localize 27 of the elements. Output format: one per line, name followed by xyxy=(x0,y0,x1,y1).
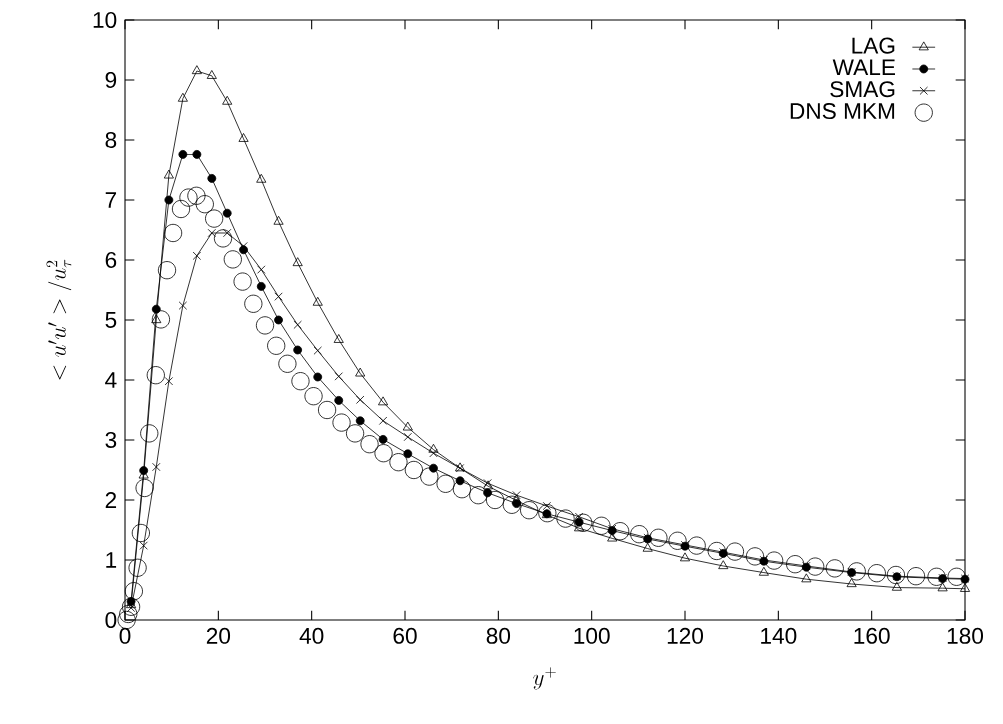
x-tick-label: 100 xyxy=(574,627,610,644)
y-tick-label: 4 xyxy=(105,372,117,388)
y-axis-title: $< u'u' > / u_{\tau}^{2}$ xyxy=(46,259,72,380)
y-tick-label: 0 xyxy=(105,611,117,629)
legend-label: DNS MKM xyxy=(790,103,895,120)
y-tick-label: 10 xyxy=(93,11,117,29)
y-tick-label: 9 xyxy=(105,71,117,89)
legend-label: WALE xyxy=(832,59,895,76)
x-tick-label: 80 xyxy=(486,627,511,644)
x-tick-label: 180 xyxy=(947,627,984,644)
y-tick-label: 2 xyxy=(105,492,117,508)
x-tick-label: 60 xyxy=(393,627,417,644)
x-tick-label: 160 xyxy=(854,627,890,644)
y-tick-label: 1 xyxy=(106,552,117,568)
y-tick-label: 7 xyxy=(105,192,117,208)
x-tick-label: 120 xyxy=(667,627,704,644)
x-tick-label: 140 xyxy=(761,627,797,644)
y-tick-label: 6 xyxy=(105,251,117,269)
x-axis-title: $y^{+}$ xyxy=(533,667,556,690)
x-tick-label: 40 xyxy=(299,627,324,644)
x-tick-label: 20 xyxy=(206,627,231,644)
legend-label: SMAG xyxy=(830,81,895,98)
y-tick-label: 8 xyxy=(105,131,117,149)
x-tick-label: 0 xyxy=(119,627,131,644)
y-tick-label: 5 xyxy=(105,312,117,328)
y-tick-label: 3 xyxy=(105,431,117,449)
legend-label: LAG xyxy=(852,37,895,54)
